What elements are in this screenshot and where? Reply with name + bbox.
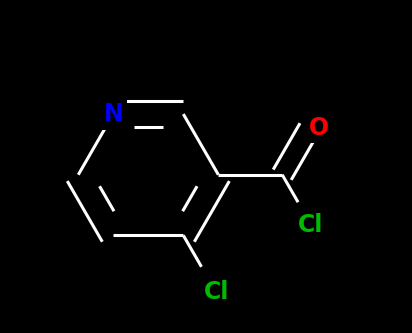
Text: Cl: Cl xyxy=(298,213,324,237)
Text: N: N xyxy=(103,102,123,126)
Text: O: O xyxy=(309,116,329,140)
Text: Cl: Cl xyxy=(204,280,229,304)
